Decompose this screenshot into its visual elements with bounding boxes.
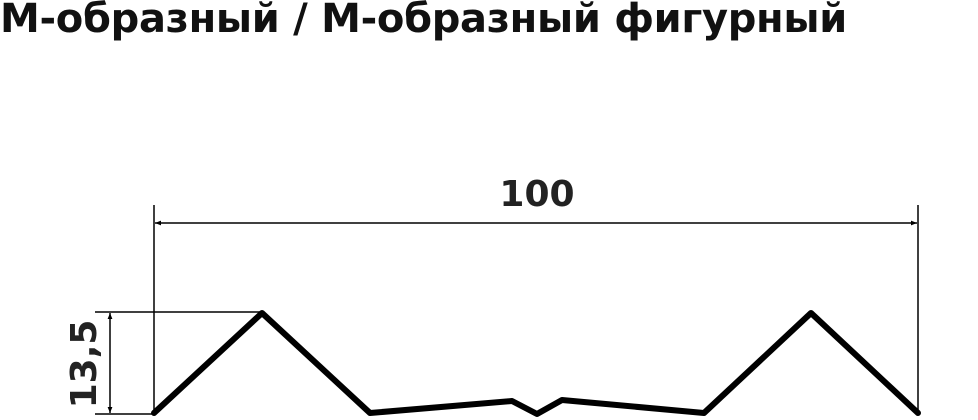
profile-outline <box>151 310 921 417</box>
width-label: 100 <box>499 174 574 215</box>
height-label: 13,5 <box>64 320 105 409</box>
diagram-title: М-образный / М-образный фигурный <box>0 0 847 42</box>
